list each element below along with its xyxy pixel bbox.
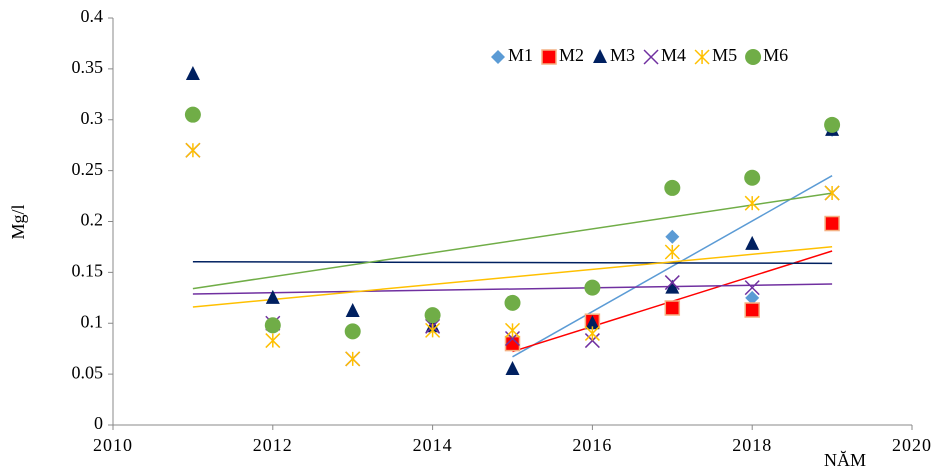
- point: [345, 303, 360, 318]
- point: [745, 235, 760, 250]
- legend-marker: [593, 49, 608, 63]
- trend-line: [192, 283, 833, 295]
- point: [745, 290, 760, 305]
- trend-line: [512, 175, 833, 358]
- legend-marker: [491, 50, 505, 64]
- legend-marker: [643, 49, 659, 65]
- y-tick-label: 0.25: [72, 159, 104, 179]
- point: [664, 244, 680, 260]
- legend-label: M5: [712, 45, 737, 65]
- point: [744, 169, 761, 186]
- trend-line: [192, 260, 833, 265]
- point: [185, 142, 201, 158]
- y-tick-label: 0.15: [72, 261, 104, 281]
- y-tick-label: 0.2: [81, 210, 104, 230]
- y-tick-label: 0.1: [81, 311, 104, 331]
- point: [744, 280, 760, 296]
- x-tick-label: 2010: [93, 435, 133, 455]
- point: [584, 279, 601, 296]
- point: [185, 65, 200, 80]
- point: [424, 307, 441, 324]
- y-tick-label: 0.05: [72, 362, 104, 382]
- point: [184, 106, 201, 123]
- y-tick-label: 0.35: [72, 57, 104, 77]
- point: [265, 333, 281, 349]
- point: [584, 325, 600, 341]
- point: [504, 322, 521, 338]
- point: [264, 317, 281, 334]
- y-tick-label: 0: [94, 413, 103, 433]
- point: [824, 215, 840, 232]
- y-tick-label: 0.4: [81, 6, 104, 26]
- point: [824, 185, 840, 201]
- legend-label: M2: [559, 45, 584, 65]
- x-tick-label: 2012: [253, 435, 293, 455]
- legend-marker: [541, 49, 557, 65]
- point: [664, 275, 680, 291]
- point: [744, 302, 760, 318]
- point: [345, 351, 361, 367]
- y-axis-label: Mg/l: [8, 204, 28, 239]
- point: [665, 229, 680, 244]
- legend-label: M3: [610, 45, 635, 65]
- x-tick-label: 2020: [892, 435, 932, 455]
- y-tick-label: 0.3: [81, 108, 104, 128]
- point: [665, 279, 680, 294]
- trend-line: [192, 192, 833, 290]
- legend-marker: [745, 49, 762, 65]
- point: [504, 330, 521, 347]
- x-axis-label: NĂM: [824, 450, 866, 470]
- legend-marker: [694, 49, 710, 65]
- legend-label: M1: [508, 45, 533, 65]
- point: [664, 179, 681, 196]
- trend-line: [192, 246, 833, 308]
- x-tick-label: 2014: [413, 435, 453, 455]
- point: [664, 300, 681, 316]
- point: [504, 294, 521, 311]
- x-tick-label: 2018: [732, 435, 772, 455]
- point: [505, 361, 520, 376]
- point: [265, 289, 280, 304]
- legend-label: M4: [661, 45, 686, 65]
- x-tick-label: 2016: [572, 435, 612, 455]
- point: [585, 315, 600, 330]
- point: [344, 323, 361, 340]
- point: [425, 322, 441, 338]
- point: [744, 195, 760, 211]
- legend-label: M6: [763, 45, 788, 65]
- point: [584, 333, 600, 349]
- point: [824, 116, 841, 133]
